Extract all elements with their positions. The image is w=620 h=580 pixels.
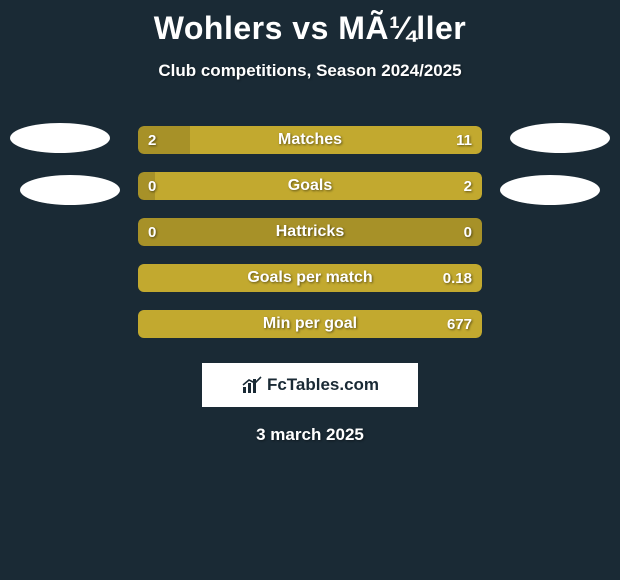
stat-row: Goals per match0.18 [0,255,620,301]
bar-track [138,264,482,292]
value-right: 677 [447,316,472,333]
page-title: Wohlers vs MÃ¼ller [0,0,620,47]
bar-right [190,126,482,154]
stat-row: Min per goal677 [0,301,620,347]
bar-track [138,126,482,154]
bar-right [155,172,482,200]
value-left: 0 [148,178,156,195]
brand-chart-icon [241,375,263,395]
value-right: 2 [464,178,472,195]
bar-right [138,264,482,292]
brand-box[interactable]: FcTables.com [202,363,418,407]
stat-row: Hattricks00 [0,209,620,255]
value-left: 2 [148,132,156,149]
value-right: 0.18 [443,270,472,287]
subtitle: Club competitions, Season 2024/2025 [0,61,620,81]
bar-track [138,310,482,338]
value-right: 0 [464,224,472,241]
bar-track [138,218,482,246]
value-left: 0 [148,224,156,241]
brand-text: FcTables.com [267,375,379,395]
bar-left [138,218,482,246]
stat-row: Matches211 [0,117,620,163]
bar-right [138,310,482,338]
bar-track [138,172,482,200]
bar-left [138,126,190,154]
stat-row: Goals02 [0,163,620,209]
comparison-chart: Matches211Goals02Hattricks00Goals per ma… [0,117,620,347]
date-label: 3 march 2025 [0,425,620,445]
value-right: 11 [456,132,472,149]
